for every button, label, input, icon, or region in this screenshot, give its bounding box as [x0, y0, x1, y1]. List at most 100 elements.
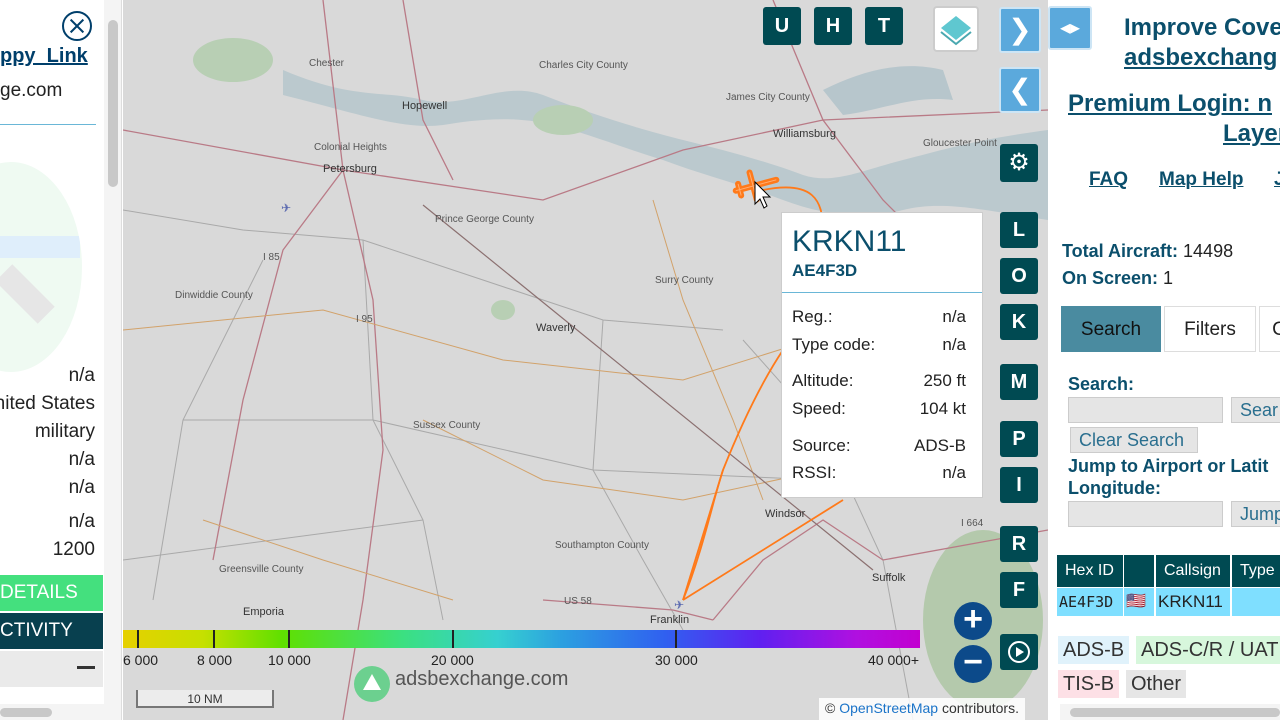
on-screen-label: On Screen: — [1062, 268, 1159, 288]
legend-tisb: TIS-B — [1058, 670, 1120, 698]
table-header[interactable]: Type — [1232, 555, 1280, 587]
left-link[interactable]: ppy_Link — [0, 45, 88, 67]
zoom-in-button[interactable]: + — [954, 602, 992, 640]
detail-country: nited States — [0, 393, 95, 414]
table-header[interactable] — [1124, 555, 1154, 587]
toggle-r-button[interactable]: R — [1000, 526, 1038, 562]
divider — [0, 124, 96, 125]
improve-coverage-link[interactable]: Improve Cove — [1124, 14, 1280, 41]
toggle-m-button[interactable]: M — [1000, 364, 1038, 400]
table-header[interactable]: Callsign — [1156, 555, 1230, 587]
detail-category: military — [34, 421, 95, 442]
scale-tick — [137, 630, 139, 648]
map-canvas[interactable]: ✈ ✈ Chester Charles City County Hopewell… — [123, 0, 1048, 720]
layer-t-button[interactable]: T — [865, 7, 903, 45]
toggle-i-button[interactable]: I — [1000, 467, 1038, 503]
altitude-color-scale — [123, 630, 920, 648]
scale-label: 8 000 — [197, 652, 233, 668]
zoom-out-button[interactable]: − — [954, 645, 992, 683]
map-label: Emporia — [243, 606, 284, 618]
table-cell-type[interactable] — [1232, 588, 1280, 616]
layer-u-button[interactable]: U — [763, 7, 801, 45]
right-sidebar: ◂▸ Improve Cove adsbexchang Premium Logi… — [1048, 0, 1280, 720]
clear-search-button[interactable]: Clear Search — [1070, 427, 1198, 453]
popup-hex: AE4F3D — [792, 261, 858, 280]
on-screen-value: 1 — [1163, 268, 1174, 288]
scale-tick — [213, 630, 215, 648]
toggle-o-button[interactable]: O — [1000, 258, 1038, 294]
map-label: Sussex County — [413, 420, 481, 431]
popup-label: Altitude: — [792, 371, 854, 390]
replay-button[interactable] — [1000, 634, 1038, 670]
road-label: I 95 — [356, 314, 373, 325]
popup-label: Type code: — [792, 335, 876, 354]
panel-toggle-button[interactable]: ◂▸ — [1048, 6, 1092, 50]
divider — [782, 292, 982, 293]
jump-button[interactable]: Jump — [1231, 501, 1280, 527]
next-arrow-button[interactable]: ❯ — [999, 7, 1041, 53]
scale-label: 20 000 — [431, 652, 474, 668]
details-button[interactable]: DETAILS — [0, 575, 103, 611]
attribution-suffix: contributors. — [941, 700, 1019, 716]
minus-icon[interactable] — [77, 666, 95, 669]
search-input[interactable] — [1068, 397, 1223, 423]
map-label: Petersburg — [323, 163, 377, 175]
table-cell-hex[interactable]: AE4F3D — [1057, 588, 1123, 616]
faq-link[interactable]: FAQ — [1089, 169, 1129, 190]
popup-label: Speed: — [792, 399, 846, 418]
detail-value: n/a — [68, 511, 95, 532]
aircraft-details-panel: ppy_Link ge.com n/a nited States militar… — [0, 0, 122, 720]
premium-login-link-line2[interactable]: Layer — [1223, 120, 1280, 147]
map-label: Suffolk — [872, 572, 906, 584]
layer-h-button[interactable]: H — [814, 7, 852, 45]
premium-login-link[interactable]: Premium Login: n — [1068, 90, 1272, 117]
total-aircraft-label: Total Aircraft: — [1062, 241, 1179, 261]
scroll-thumb[interactable] — [0, 708, 52, 717]
prev-arrow-button[interactable]: ❮ — [999, 67, 1041, 113]
toggle-p-button[interactable]: P — [1000, 421, 1038, 457]
detail-value: n/a — [68, 449, 95, 470]
scale-label: 6 000 — [123, 652, 159, 668]
search-button[interactable]: Sear — [1231, 397, 1280, 423]
aircraft-popup[interactable]: KRKN11 AE4F3D Reg.: n/a Type code: n/a A… — [781, 212, 983, 498]
aircraft-icon[interactable] — [729, 160, 785, 210]
scale-tick — [452, 630, 454, 648]
map-label: Franklin — [650, 614, 690, 626]
settings-icon[interactable]: ⚙ — [1000, 144, 1038, 182]
close-icon[interactable] — [62, 11, 92, 41]
popup-value: n/a — [942, 307, 966, 326]
popup-value: n/a — [942, 335, 966, 354]
toggle-f-button[interactable]: F — [1000, 572, 1038, 608]
extra-link[interactable]: J — [1274, 169, 1280, 190]
tab-other[interactable]: C — [1259, 306, 1280, 352]
on-screen-stat: On Screen: 1 — [1062, 268, 1173, 289]
flag-icon: 🇺🇸 — [1124, 588, 1154, 616]
copyright-symbol: © — [825, 700, 836, 716]
popup-label: RSSI: — [792, 463, 837, 482]
toggle-l-button[interactable]: L — [1000, 212, 1038, 248]
map-label: Chester — [309, 58, 345, 69]
tab-search[interactable]: Search — [1061, 306, 1161, 352]
map-label: Hopewell — [402, 100, 448, 112]
toggle-k-button[interactable]: K — [1000, 304, 1038, 340]
activity-button[interactable]: CTIVITY — [0, 613, 103, 649]
osm-link[interactable]: OpenStreetMap — [839, 700, 939, 716]
scale-tick — [675, 630, 677, 648]
tab-filters[interactable]: Filters — [1164, 306, 1256, 352]
adsbexchange-link[interactable]: adsbexchang — [1124, 44, 1278, 71]
scale-label: 30 000 — [655, 652, 698, 668]
map-help-link[interactable]: Map Help — [1159, 169, 1244, 190]
map-label: Williamsburg — [773, 128, 836, 140]
layers-button[interactable] — [933, 6, 979, 52]
scroll-thumb[interactable] — [1070, 708, 1280, 717]
svg-text:✈: ✈ — [281, 201, 291, 215]
table-header[interactable]: Hex ID — [1057, 555, 1123, 587]
jump-input[interactable] — [1068, 501, 1223, 527]
collapse-row[interactable] — [0, 651, 103, 687]
map-label: Waverly — [536, 322, 576, 334]
scroll-thumb[interactable] — [108, 20, 118, 187]
distance-scale: 10 NM — [136, 690, 274, 708]
map-label: Southampton County — [555, 540, 649, 551]
map-label: James City County — [726, 92, 810, 103]
table-cell-callsign[interactable]: KRKN11 — [1156, 588, 1230, 616]
